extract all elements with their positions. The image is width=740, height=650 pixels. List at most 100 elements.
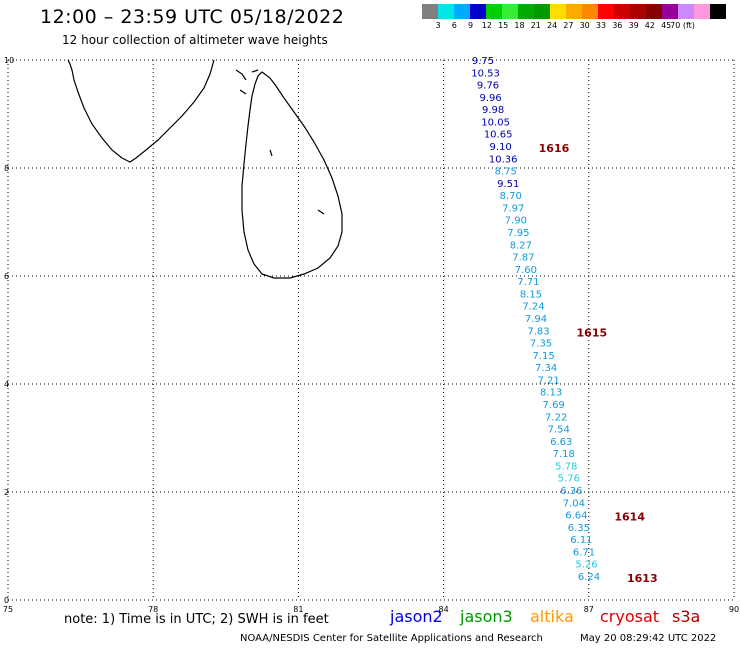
wave-height-value: 7.97 [502,203,524,214]
map-subtitle: 12 hour collection of altimeter wave hei… [62,33,328,47]
legend-swatch [438,4,454,19]
wave-height-value: 10.65 [484,130,513,141]
satellite-name: cryosat [600,607,660,626]
wave-height-value: 5.26 [575,560,597,571]
wave-height-value: 9.96 [479,93,501,104]
wave-height-value: 8.75 [495,167,517,178]
coastline [67,59,343,279]
wave-height-value: 9.51 [497,179,519,190]
wave-height-value: 8.70 [500,191,522,202]
legend-label: 45 [661,21,672,30]
longitude-tick-label: 75 [3,605,13,614]
legend-label: 9 [468,21,474,30]
wave-height-value: 5.78 [555,461,577,472]
legend-swatch [486,4,502,19]
legend-swatch [502,4,518,19]
latitude-tick-label: 2 [4,488,9,497]
wave-height-value: 10.36 [489,154,518,165]
legend-label: 36 [612,21,623,30]
latitude-tick-label: 0 [4,596,9,605]
wave-height-value: 8.13 [540,388,562,399]
legend-swatch [566,4,582,19]
legend-label: 18 [514,21,525,30]
latitude-tick-label: 6 [4,272,9,281]
wave-height-value: 7.90 [505,216,527,227]
longitude-tick-label: 87 [584,605,594,614]
wave-height-value: 7.87 [512,253,534,264]
legend-swatch [630,4,646,19]
latitude-tick-label: 4 [4,380,9,389]
wave-height-value: 7.04 [563,498,585,509]
wave-height-value: 7.94 [525,314,547,325]
legend-swatches [422,4,726,19]
wave-height-value: 6.71 [573,547,595,558]
wave-height-value: 7.69 [543,400,565,411]
wave-height-value: 10.05 [481,117,510,128]
legend-label: 3 [435,21,441,30]
legend-label: 27 [563,21,574,30]
legend-swatch [710,4,726,19]
wave-height-value: 7.83 [527,326,549,337]
wave-height-value: 9.10 [490,142,512,153]
time-marker: 1613 [627,572,658,585]
wave-height-value: 10.53 [471,68,500,79]
wave-height-value: 7.21 [537,375,559,386]
latitude-tick-label: 10 [4,56,14,65]
longitude-tick-label: 81 [293,605,303,614]
legend-label: 21 [530,21,541,30]
wave-height-value: 8.27 [510,240,532,251]
longitude-tick-label: 84 [439,605,449,614]
wave-height-value: 6.35 [568,523,590,534]
legend-swatch [582,4,598,19]
map-title: 12:00 – 23:59 UTC 05/18/2022 [40,6,345,28]
wave-height-value: 7.60 [515,265,537,276]
time-marker: 1615 [577,326,608,339]
legend-swatch [662,4,678,19]
legend-labels: 3 6 9 12 15 18 21 24 27 30 33 36 39 42 45 70 (ft) [422,19,726,33]
footer-note: note: 1) Time is in UTC; 2) SWH is in fe… [64,612,329,627]
wave-height-value: 9.76 [477,81,499,92]
sri-lanka-coastline [241,71,343,279]
longitude-tick-label: 78 [148,605,158,614]
longitude-tick-label: 90 [729,605,739,614]
wave-height-value: 8.15 [520,289,542,300]
color-legend: 3 6 9 12 15 18 21 24 27 30 33 36 39 42 45 70 (ft) [422,4,726,33]
legend-label: 6 [451,21,457,30]
wave-height-value: 6.24 [578,572,600,583]
legend-swatch [694,4,710,19]
credit-text: NOAA/NESDIS Center for Satellite Applica… [240,633,543,644]
legend-swatch [534,4,550,19]
satellite-name: jason3 [460,607,513,626]
wave-height-value: 7.95 [507,228,529,239]
wave-height-value: 6.36 [560,486,582,497]
legend-label: 70 (ft) [670,21,695,30]
india-coastline [67,59,215,163]
time-marker-labels: 1616 1615 1614 1613 [539,142,658,585]
wave-height-value: 7.18 [553,449,575,460]
legend-swatch [614,4,630,19]
wave-height-value: 6.63 [550,437,572,448]
legend-label: 15 [498,21,509,30]
satellite-name: s3a [672,607,701,626]
wave-height-value: 9.98 [482,105,504,116]
wave-height-value: 7.22 [545,412,567,423]
satellite-name: altika [530,607,574,626]
wave-height-value: 7.15 [532,351,554,362]
legend-label: 33 [595,21,607,30]
legend-label: 39 [628,21,639,30]
wave-height-value: 9.75 [472,56,494,67]
latitude-tick-label: 8 [4,164,9,173]
wave-height-value: 6.64 [565,511,587,522]
legend-label: 42 [644,21,655,30]
legend-label: 24 [547,21,558,30]
wave-height-value: 7.71 [517,277,539,288]
wave-height-value: 7.24 [522,302,544,313]
time-marker: 1616 [539,142,570,155]
legend-swatch [454,4,470,19]
wave-height-value: 5.76 [558,474,580,485]
legend-label: 30 [579,21,590,30]
legend-swatch [550,4,566,19]
legend-swatch [518,4,534,19]
wave-height-value: 7.35 [530,339,552,350]
